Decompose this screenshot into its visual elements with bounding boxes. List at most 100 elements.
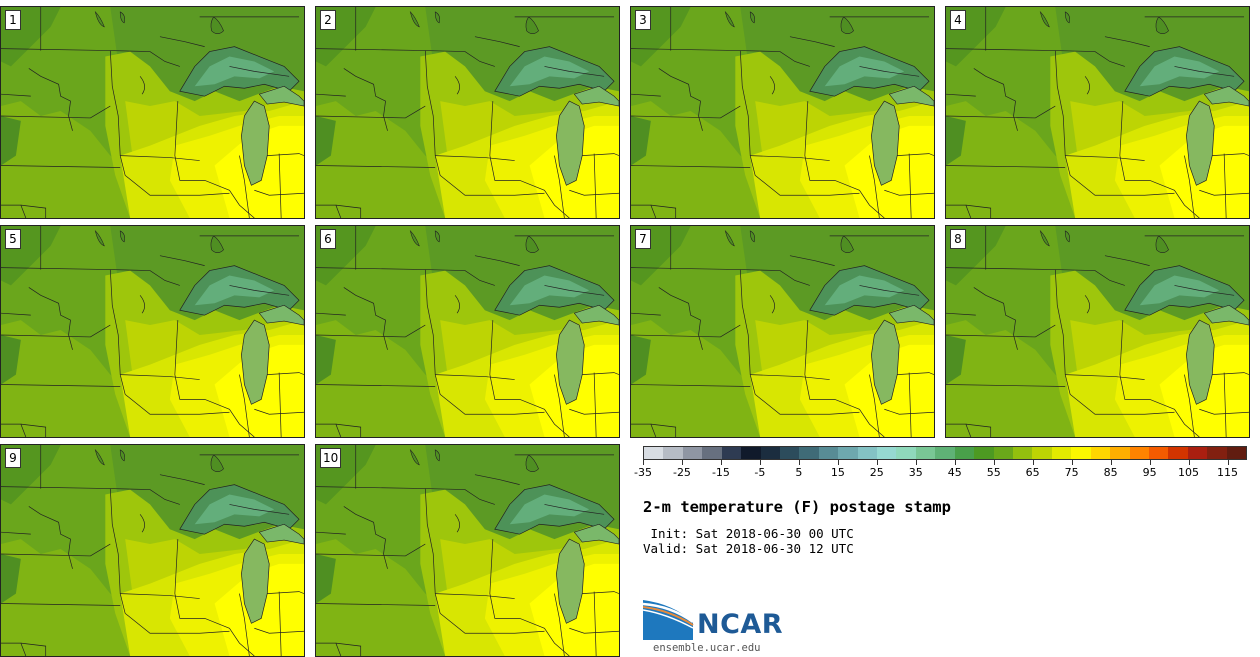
colorbar-tick-label: 85	[1103, 466, 1118, 479]
valid-time: Valid: Sat 2018-06-30 12 UTC	[643, 541, 854, 556]
temperature-map	[316, 445, 619, 656]
colorbar-swatch	[896, 447, 916, 459]
site-url: ensemble.ucar.edu	[653, 642, 761, 654]
panel-number-label: 1	[5, 10, 21, 30]
colorbar-swatch	[857, 447, 878, 459]
colorbar-swatch	[721, 447, 742, 459]
colorbar-tick	[1227, 460, 1229, 465]
colorbar-swatch	[1110, 447, 1130, 459]
colorbar-tick-label: 25	[869, 466, 884, 479]
ncar-logo-text: NCAR	[697, 609, 784, 640]
colorbar-swatch	[741, 447, 761, 459]
colorbar-tick	[1071, 460, 1073, 465]
colorbar-swatch	[682, 447, 703, 459]
colorbar-swatch	[915, 447, 936, 459]
temperature-map	[946, 7, 1249, 218]
colorbar-tick-label: 115	[1217, 466, 1239, 479]
map-panel: 4	[945, 6, 1250, 219]
colorbar-tick	[759, 460, 761, 465]
colorbar-swatch	[1090, 447, 1111, 459]
colorbar-tick-label: 105	[1178, 466, 1200, 479]
colorbar-swatch	[1129, 447, 1149, 459]
colorbar-tick	[1188, 460, 1190, 465]
colorbar-tick	[915, 460, 917, 465]
panel-number-label: 2	[320, 10, 336, 30]
colorbar-tick-label: 75	[1064, 466, 1079, 479]
map-panel: 3	[630, 6, 935, 219]
colorbar-swatch	[1051, 447, 1072, 459]
temperature-colorbar	[643, 446, 1247, 460]
colorbar-swatch	[1207, 447, 1227, 459]
colorbar-swatch	[993, 447, 1014, 459]
panel-number-label: 7	[635, 229, 651, 249]
colorbar-tick	[1032, 460, 1034, 465]
colorbar-tick	[837, 460, 839, 465]
colorbar-swatch	[818, 447, 839, 459]
panel-number-label: 10	[320, 448, 342, 468]
map-panel: 9	[0, 444, 305, 657]
colorbar-ticks: -35 -25 -15 -5 5 15 25 35 45 55 65 75 85 95 105 115	[634, 460, 1247, 480]
colorbar-swatch	[644, 447, 664, 459]
colorbar-tick	[876, 460, 878, 465]
map-panel: 7	[630, 225, 935, 438]
temperature-map	[316, 226, 619, 437]
temperature-map	[946, 226, 1249, 437]
temperature-map	[631, 226, 934, 437]
colorbar-tick-label: -15	[711, 466, 730, 479]
panel-number-label: 5	[5, 229, 21, 249]
colorbar-tick	[1149, 460, 1151, 465]
colorbar-tick-label: 45	[947, 466, 962, 479]
colorbar-swatch	[1168, 447, 1188, 459]
colorbar-swatch	[663, 447, 683, 459]
colorbar-swatch	[877, 447, 897, 459]
figure-title: 2-m temperature (F) postage stamp	[643, 498, 951, 516]
temperature-map	[1, 7, 304, 218]
colorbar-swatch	[1013, 447, 1033, 459]
colorbar-swatch	[1187, 447, 1208, 459]
colorbar-tick-label: -5	[754, 466, 766, 479]
temperature-map	[631, 7, 934, 218]
panel-number-label: 3	[635, 10, 651, 30]
colorbar-swatch	[702, 447, 722, 459]
colorbar-swatch	[954, 447, 975, 459]
colorbar-tick-label: -25	[672, 466, 691, 479]
colorbar-swatch	[935, 447, 955, 459]
colorbar-tick-label: 55	[986, 466, 1001, 479]
colorbar-tick-label: 35	[908, 466, 923, 479]
colorbar-swatch	[974, 447, 994, 459]
map-panel: 6	[315, 225, 620, 438]
colorbar-tick	[643, 460, 644, 465]
panel-number-label: 9	[5, 448, 21, 468]
map-panel: 2	[315, 6, 620, 219]
temperature-map	[1, 445, 304, 656]
colorbar-tick	[720, 460, 722, 465]
map-panel: 8	[945, 225, 1250, 438]
colorbar-tick	[993, 460, 995, 465]
colorbar-tick	[1110, 460, 1112, 465]
map-panel: 5	[0, 225, 305, 438]
colorbar-tick-label: 15	[830, 466, 845, 479]
colorbar-tick-label: 95	[1142, 466, 1157, 479]
map-panel: 1	[0, 6, 305, 219]
panel-number-label: 8	[950, 229, 966, 249]
colorbar-swatch	[1148, 447, 1169, 459]
colorbar-tick	[681, 460, 683, 465]
init-time: Init: Sat 2018-06-30 00 UTC	[643, 526, 854, 541]
panel-number-label: 4	[950, 10, 966, 30]
colorbar-swatch	[1071, 447, 1091, 459]
temperature-map	[1, 226, 304, 437]
colorbar-tick-label: -35	[634, 466, 652, 479]
ncar-logo-icon	[643, 600, 694, 640]
colorbar-swatch	[1032, 447, 1052, 459]
colorbar-swatch	[799, 447, 819, 459]
map-panel: 10	[315, 444, 620, 657]
colorbar-tick	[798, 460, 800, 465]
colorbar-swatch	[779, 447, 800, 459]
temperature-map	[316, 7, 619, 218]
colorbar-tick	[954, 460, 956, 465]
colorbar-swatch	[1226, 447, 1247, 459]
colorbar-swatch	[838, 447, 858, 459]
colorbar-tick-label: 65	[1025, 466, 1040, 479]
colorbar-tick-label: 5	[795, 466, 803, 479]
panel-number-label: 6	[320, 229, 336, 249]
